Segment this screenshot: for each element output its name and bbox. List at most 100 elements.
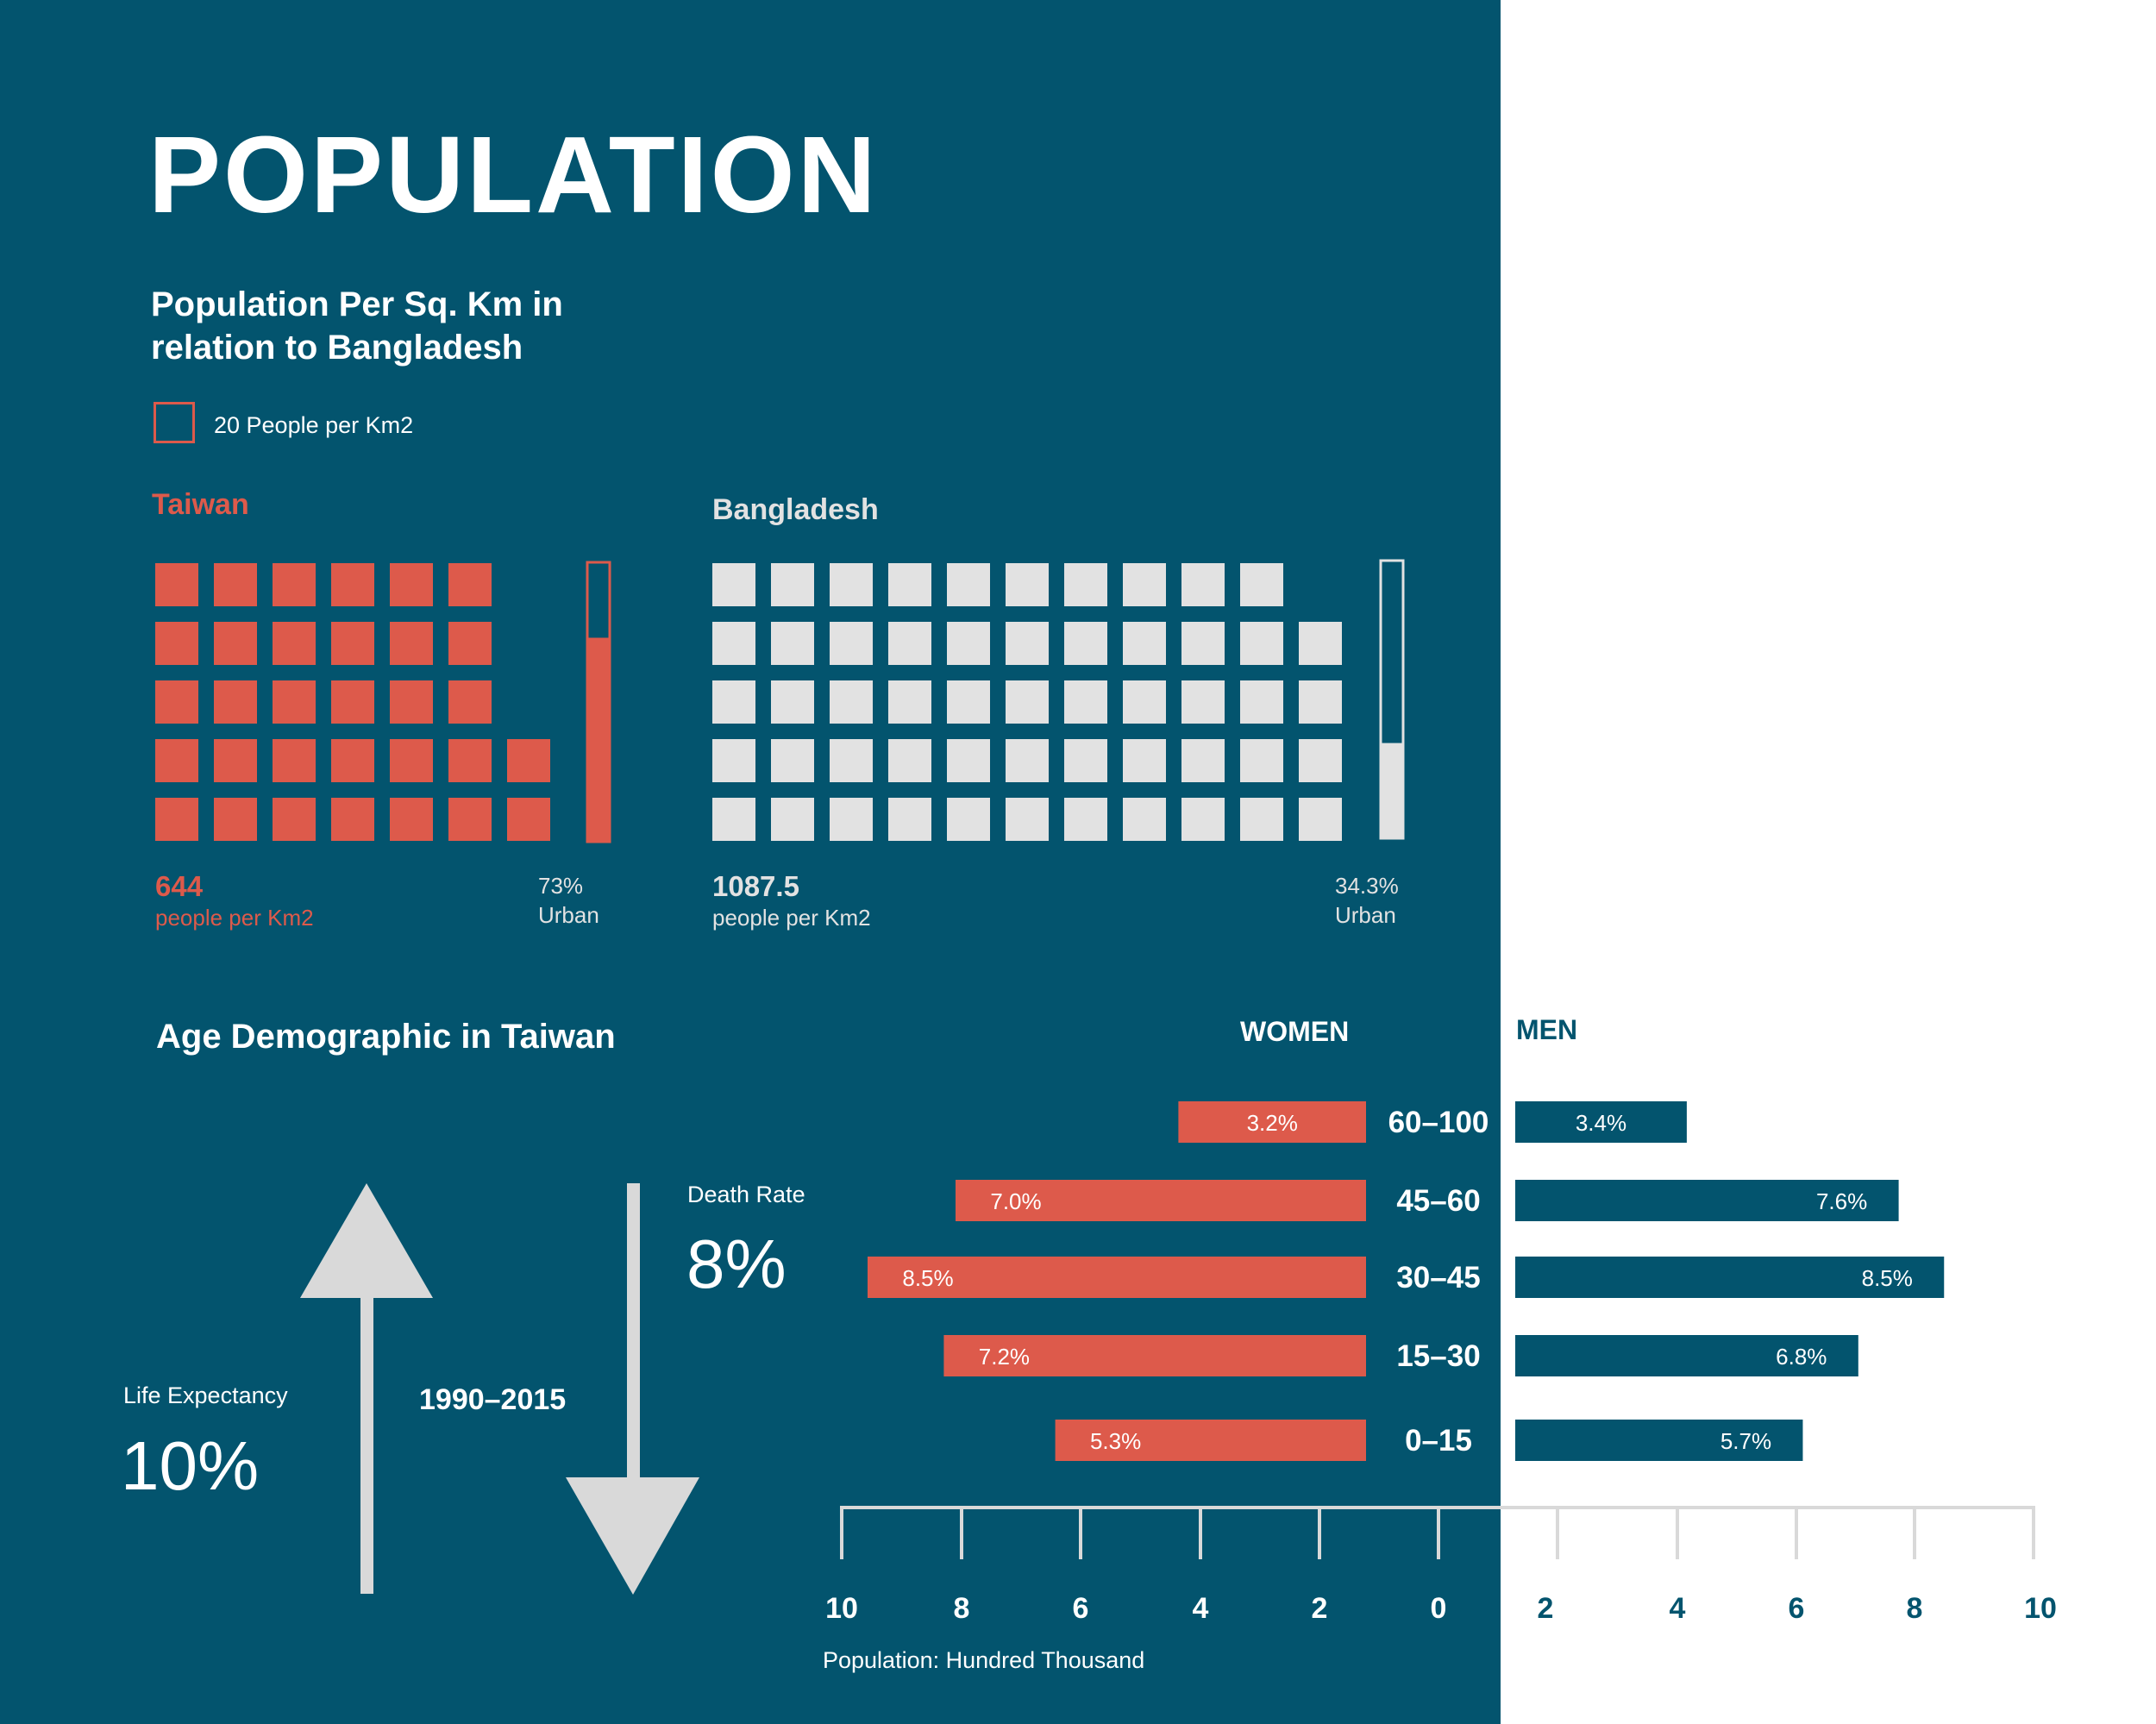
taiwan-person-icon xyxy=(155,680,198,724)
men-bar-label: 3.4% xyxy=(1576,1110,1626,1136)
bangladesh-person-icon xyxy=(1064,622,1107,665)
taiwan-label: Taiwan xyxy=(152,488,249,521)
bangladesh-person-icon xyxy=(712,680,755,724)
men-tick-label: 6 xyxy=(1789,1592,1805,1625)
women-header: WOMEN xyxy=(1240,1016,1350,1047)
bangladesh-person-icon xyxy=(712,798,755,841)
men-bar-label: 8.5% xyxy=(1862,1265,1913,1291)
bangladesh-density-stat: 1087.5 people per Km2 xyxy=(712,871,871,933)
legend-label: 20 People per Km2 xyxy=(214,412,414,438)
bangladesh-urban-stat: 34.3% Urban xyxy=(1335,871,1399,930)
bangladesh-person-icon xyxy=(1064,798,1107,841)
bangladesh-person-icon xyxy=(830,622,873,665)
men-bar xyxy=(1515,1101,1687,1143)
bangladesh-person-icon xyxy=(1064,563,1107,606)
women-bar-label: 5.3% xyxy=(1090,1428,1141,1454)
bangladesh-person-icon xyxy=(888,680,931,724)
bangladesh-urban-fill xyxy=(1381,743,1403,838)
legend-square-icon xyxy=(154,402,195,443)
taiwan-person-icon xyxy=(331,739,374,782)
bangladesh-person-icon xyxy=(888,739,931,782)
taiwan-person-icon xyxy=(390,622,433,665)
bangladesh-person-icon xyxy=(830,739,873,782)
taiwan-person-icon xyxy=(390,739,433,782)
bangladesh-person-icon xyxy=(1006,798,1049,841)
taiwan-urban-label: Urban xyxy=(538,902,599,928)
taiwan-person-icon xyxy=(390,798,433,841)
bangladesh-person-icon xyxy=(830,798,873,841)
taiwan-person-icon xyxy=(214,798,257,841)
women-tick-label: 8 xyxy=(954,1592,970,1625)
taiwan-person-icon xyxy=(214,563,257,606)
bangladesh-person-icon xyxy=(947,798,990,841)
bangladesh-person-icon xyxy=(1240,622,1283,665)
women-bar xyxy=(1178,1101,1366,1143)
men-tick-label: 10 xyxy=(2024,1592,2057,1625)
bangladesh-person-icon xyxy=(1064,680,1107,724)
men-header: MEN xyxy=(1516,1014,1578,1045)
down-arrow-icon xyxy=(566,1477,699,1595)
bangladesh-person-icon xyxy=(1181,798,1225,841)
bangladesh-density-unit: people per Km2 xyxy=(712,905,871,931)
taiwan-person-icon xyxy=(448,739,492,782)
taiwan-person-icon xyxy=(507,798,550,841)
bangladesh-person-icon xyxy=(1240,739,1283,782)
women-bar xyxy=(1055,1420,1366,1461)
bangladesh-person-icon xyxy=(947,622,990,665)
taiwan-person-icon xyxy=(331,563,374,606)
bangladesh-person-icon xyxy=(712,563,755,606)
down-arrow-shaft xyxy=(627,1183,640,1487)
taiwan-person-icon xyxy=(390,680,433,724)
taiwan-density-stat: 644 people per Km2 xyxy=(155,871,314,933)
bangladesh-person-icon xyxy=(1181,680,1225,724)
taiwan-person-icon xyxy=(331,798,374,841)
bangladesh-person-icon xyxy=(1123,563,1166,606)
men-tick-label: 2 xyxy=(1538,1592,1554,1625)
age-group-label: 45–60 xyxy=(1396,1184,1480,1218)
bangladesh-person-icon xyxy=(1181,622,1225,665)
taiwan-density-value: 644 xyxy=(155,870,204,902)
section-subtitle-density: Population Per Sq. Km in relation to Ban… xyxy=(151,285,563,367)
taiwan-person-icon xyxy=(214,622,257,665)
taiwan-person-icon xyxy=(273,622,316,665)
women-bar-label: 7.0% xyxy=(990,1188,1041,1214)
bangladesh-person-icon xyxy=(771,739,814,782)
bangladesh-person-icon xyxy=(1299,739,1342,782)
life-expectancy-label: Life Expectancy xyxy=(123,1382,288,1408)
women-bar xyxy=(868,1257,1366,1298)
women-tick-label: 10 xyxy=(825,1592,858,1625)
bangladesh-person-icon xyxy=(1123,798,1166,841)
bangladesh-person-icon xyxy=(1299,798,1342,841)
age-section-title: Age Demographic in Taiwan xyxy=(156,1018,616,1056)
taiwan-person-icon xyxy=(155,622,198,665)
bangladesh-person-icon xyxy=(1064,739,1107,782)
men-bar-label: 7.6% xyxy=(1816,1188,1867,1214)
men-bar-label: 6.8% xyxy=(1776,1344,1827,1370)
bangladesh-person-icon xyxy=(1299,680,1342,724)
bangladesh-person-icon xyxy=(1240,563,1283,606)
bangladesh-person-icon xyxy=(1006,622,1049,665)
death-rate-label: Death Rate xyxy=(687,1182,805,1207)
taiwan-person-icon xyxy=(273,798,316,841)
women-tick-label: 4 xyxy=(1193,1592,1209,1625)
bangladesh-person-icon xyxy=(712,622,755,665)
taiwan-person-icon xyxy=(273,680,316,724)
bangladesh-person-icon xyxy=(888,563,931,606)
taiwan-person-icon xyxy=(155,798,198,841)
taiwan-person-icon xyxy=(214,680,257,724)
taiwan-person-icon xyxy=(273,739,316,782)
bangladesh-person-icon xyxy=(1181,739,1225,782)
bangladesh-person-icon xyxy=(888,622,931,665)
taiwan-person-icon xyxy=(214,739,257,782)
bangladesh-person-icon xyxy=(1240,680,1283,724)
bangladesh-person-icon xyxy=(771,563,814,606)
men-bar xyxy=(1515,1335,1858,1376)
men-tick-label: 4 xyxy=(1670,1592,1686,1625)
death-rate-value: 8% xyxy=(686,1226,787,1302)
taiwan-person-icon xyxy=(448,680,492,724)
men-tick-label: 8 xyxy=(1907,1592,1923,1625)
bangladesh-label: Bangladesh xyxy=(712,493,879,526)
life-expectancy-value: 10% xyxy=(121,1427,260,1504)
